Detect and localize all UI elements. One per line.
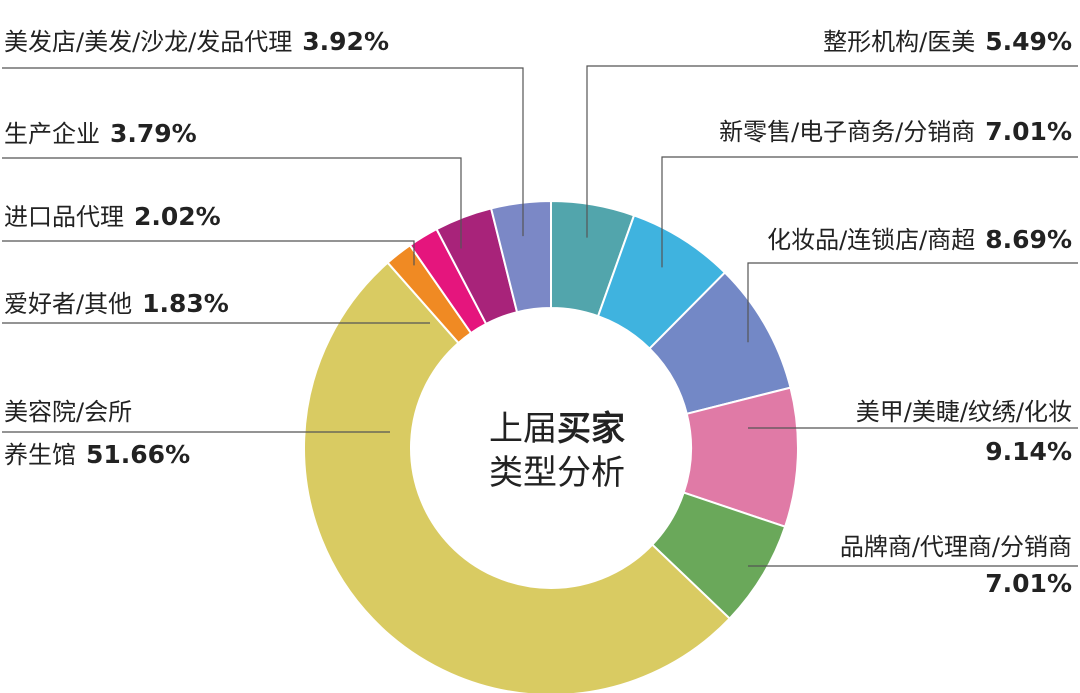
slice-label-9: 美发店/美发/沙龙/发品代理 3.92% [4, 27, 389, 56]
leader-line-1 [661, 156, 1078, 268]
slice-label-5-name-line2: 养生馆 [4, 441, 76, 469]
slice-label-2-value: 8.69% [985, 225, 1072, 254]
slice-labels: 整形机构/医美 5.49% 新零售/电子商务/分销商 7.01% 化妆品/连锁店/商… [4, 27, 1072, 598]
donut-slice-9 [489, 199, 552, 314]
slice-label-3-value: 9.14% [985, 437, 1072, 466]
center-title-line2: 类型分析 [489, 453, 625, 493]
slice-label-8: 生产企业 3.79% [4, 119, 197, 148]
slice-label-9-name: 美发店/美发/沙龙/发品代理 [4, 28, 292, 56]
center-title-line1: 上届买家 [489, 409, 625, 449]
slice-label-2-name: 化妆品/连锁店/商超 [767, 226, 975, 254]
slice-label-4-name: 品牌商/代理商/分销商 [840, 533, 1072, 561]
slice-label-5: 养生馆 51.66% [4, 440, 190, 469]
slice-label-2: 化妆品/连锁店/商超 8.69% [767, 225, 1072, 254]
slice-label-7: 进口品代理 2.02% [4, 202, 221, 231]
slice-label-1-value: 7.01% [985, 117, 1072, 146]
slice-label-3-name: 美甲/美睫/纹绣/化妆 [856, 398, 1072, 426]
center-title-bold: 买家 [557, 409, 625, 449]
slice-label-5-name-line1: 美容院/会所 [4, 398, 132, 426]
leader-line-2 [747, 262, 1078, 343]
slice-label-6-name: 爱好者/其他 [4, 290, 132, 318]
slice-label-8-name: 生产企业 [4, 120, 100, 148]
slice-label-4-value: 7.01% [985, 569, 1072, 598]
slice-label-5-value: 51.66% [86, 440, 190, 469]
slice-label-6-value: 1.83% [142, 289, 229, 318]
leader-line-9 [2, 67, 524, 237]
slice-label-7-name: 进口品代理 [4, 203, 124, 231]
slice-label-1: 新零售/电子商务/分销商 7.01% [719, 117, 1072, 146]
slice-label-0: 整形机构/医美 5.49% [823, 27, 1072, 56]
leader-line-0 [586, 65, 1078, 238]
slice-label-0-name: 整形机构/医美 [823, 28, 975, 56]
slice-label-9-value: 3.92% [302, 27, 389, 56]
slice-label-7-value: 2.02% [134, 202, 221, 231]
slice-label-8-value: 3.79% [110, 119, 197, 148]
slice-label-1-name: 新零售/电子商务/分销商 [719, 118, 975, 146]
slice-label-6: 爱好者/其他 1.83% [4, 289, 229, 318]
leader-line-7 [2, 240, 415, 266]
leader-lines [2, 65, 1078, 567]
slice-label-0-value: 5.49% [985, 27, 1072, 56]
center-title-normal: 上届 [489, 409, 557, 449]
leader-line-8 [2, 157, 462, 249]
donut-slices [302, 199, 799, 693]
